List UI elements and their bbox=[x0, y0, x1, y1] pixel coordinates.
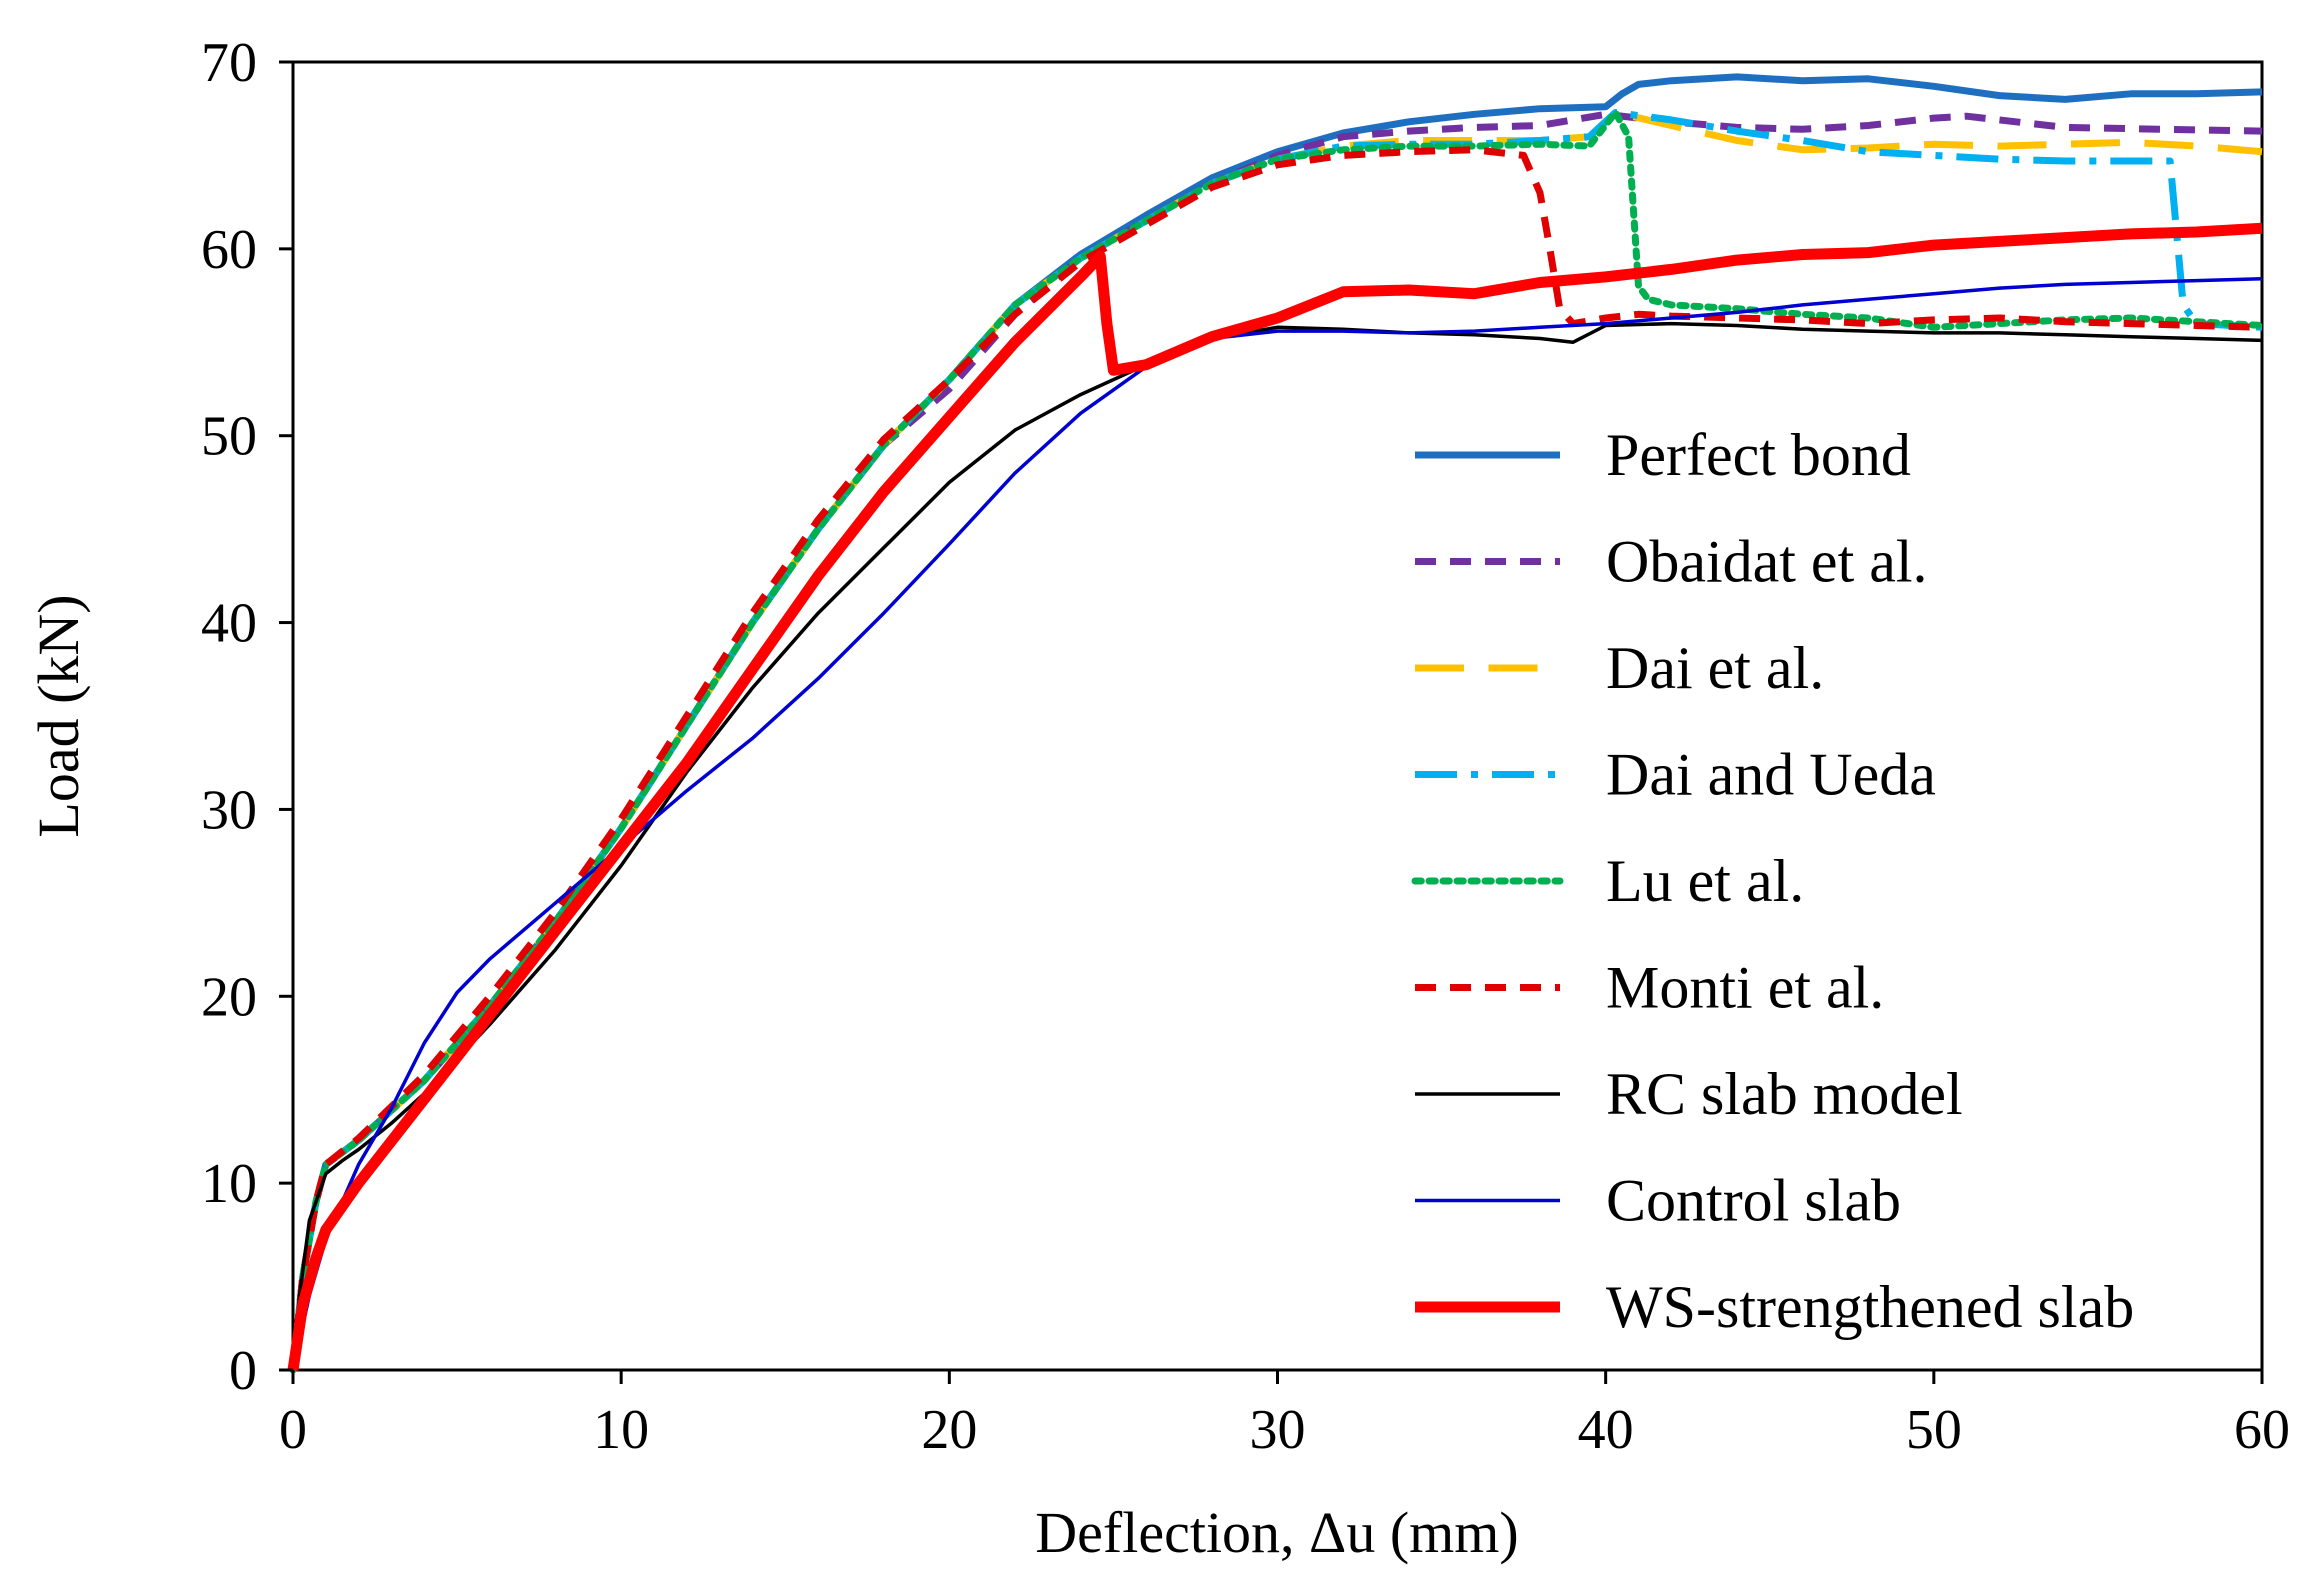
legend-label-dai-and-ueda: Dai and Ueda bbox=[1606, 742, 1936, 808]
series-layer bbox=[287, 73, 2266, 1374]
legend-label-ws-strengthened-slab: WS-strengthened slab bbox=[1606, 1274, 2134, 1340]
x-tick-label: 0 bbox=[279, 1399, 307, 1461]
y-tick-label: 0 bbox=[229, 1340, 257, 1402]
plot-area-frame bbox=[291, 60, 2264, 1372]
x-tick-label: 40 bbox=[1578, 1399, 1634, 1461]
y-axis-ticks: 0 10 20 30 40 50 60 70 bbox=[201, 32, 293, 1402]
x-axis-ticks: 0 10 20 30 40 50 60 bbox=[279, 1370, 2290, 1461]
y-tick-label: 50 bbox=[201, 406, 257, 468]
y-tick-label: 70 bbox=[201, 32, 257, 94]
legend-label-perfect-bond: Perfect bond bbox=[1606, 422, 1911, 488]
y-tick-label: 60 bbox=[201, 219, 257, 281]
legend-label-control-slab: Control slab bbox=[1606, 1168, 1901, 1234]
x-tick-label: 10 bbox=[593, 1399, 649, 1461]
x-tick-label: 50 bbox=[1906, 1399, 1962, 1461]
legend: Perfect bond Obaidat et al. Dai et al. Dai … bbox=[1411, 422, 2134, 1340]
series-line-ws-strengthened-slab bbox=[287, 222, 2263, 1371]
x-axis-label: Deflection, Δu (mm) bbox=[1035, 1500, 1518, 1565]
x-tick-label: 20 bbox=[921, 1399, 977, 1461]
series-line-monti-et-al bbox=[289, 146, 2263, 1371]
y-tick-label: 20 bbox=[201, 966, 257, 1028]
legend-label-dai-et-al: Dai et al. bbox=[1606, 635, 1824, 701]
series-line-lu-et-al bbox=[289, 109, 2266, 1374]
legend-label-rc-slab-model: RC slab model bbox=[1606, 1061, 1963, 1127]
series-line-control-slab bbox=[291, 277, 2263, 1371]
legend-label-monti-et-al: Monti et al. bbox=[1606, 955, 1884, 1021]
y-axis-label: Load (kN) bbox=[26, 594, 91, 837]
y-tick-label: 30 bbox=[201, 779, 257, 841]
legend-label-lu-et-al: Lu et al. bbox=[1606, 848, 1804, 914]
legend-label-obaidat-et-al: Obaidat et al. bbox=[1606, 529, 1928, 595]
x-tick-label: 30 bbox=[1250, 1399, 1306, 1461]
y-tick-label: 10 bbox=[201, 1153, 257, 1215]
y-tick-label: 40 bbox=[201, 593, 257, 655]
x-tick-label: 60 bbox=[2234, 1399, 2290, 1461]
